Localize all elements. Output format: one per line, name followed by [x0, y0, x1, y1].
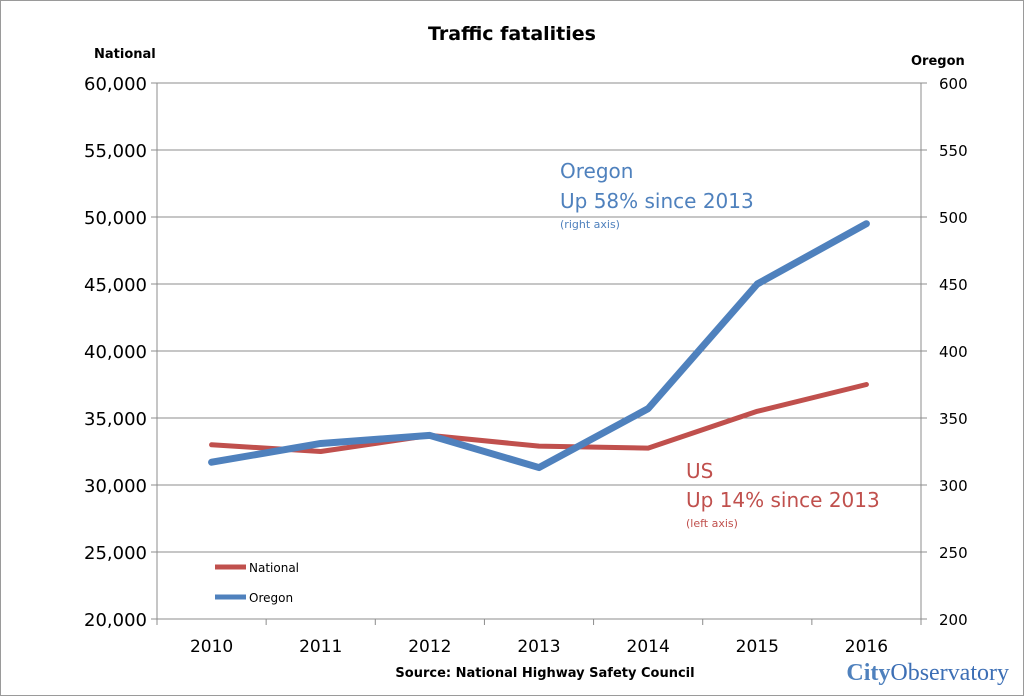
data-point-oregon: [538, 467, 540, 469]
annotation-oregon-line1: Oregon: [560, 159, 633, 183]
x-tick-label: 2010: [190, 637, 233, 657]
right-tick-label: 550: [939, 142, 968, 160]
x-tick-label: 2015: [736, 637, 779, 657]
data-point-oregon: [756, 283, 758, 285]
left-tick-label: 40,000: [84, 342, 147, 363]
gridlines: [157, 82, 921, 620]
chart-title: Traffic fatalities: [428, 23, 596, 45]
data-point-national: [211, 444, 213, 446]
annotation-oregon-note: (right axis): [560, 218, 620, 231]
data-point-oregon: [865, 223, 867, 225]
axes: 20,000 25,000 30,000 35,000 40,000 45,000 50,0…: [84, 74, 968, 657]
right-tick-label: 350: [939, 410, 968, 428]
legend-label-oregon: Oregon: [249, 591, 293, 605]
data-point-oregon: [211, 461, 213, 463]
data-point-oregon: [320, 442, 322, 444]
right-tick-label: 200: [939, 611, 968, 629]
data-point-oregon: [647, 408, 649, 410]
legend: National Oregon: [215, 561, 299, 605]
annotation-oregon: Oregon Up 58% since 2013 (right axis): [560, 159, 754, 231]
x-tick-label: 2013: [517, 637, 560, 657]
annotation-us-note: (left axis): [686, 517, 738, 530]
right-tick-label: 300: [939, 477, 968, 495]
x-tick-label: 2012: [408, 637, 451, 657]
data-point-national: [756, 410, 758, 412]
annotation-us-line2: Up 14% since 2013: [686, 488, 880, 512]
series-line-oregon: [208, 220, 870, 472]
source-note: Source: National Highway Safety Council: [395, 666, 694, 681]
annotation-us-line1: US: [686, 459, 713, 483]
data-point-oregon: [429, 434, 431, 436]
series-lines: [208, 220, 870, 472]
right-tick-label: 600: [939, 75, 968, 93]
data-point-national: [538, 445, 540, 447]
right-axis-label: Oregon: [911, 54, 965, 69]
right-tick-label: 450: [939, 276, 968, 294]
annotation-oregon-line2: Up 58% since 2013: [560, 189, 754, 213]
right-tick-label: 400: [939, 343, 968, 361]
logo-part-city: City: [846, 660, 890, 686]
left-tick-label: 35,000: [84, 409, 147, 430]
legend-label-national: National: [249, 561, 299, 575]
right-tick-label: 250: [939, 544, 968, 562]
data-point-national: [865, 384, 867, 385]
cityobservatory-logo: CityObservatory: [846, 660, 1009, 686]
x-tick-label: 2016: [845, 637, 888, 657]
x-tick-label: 2011: [299, 637, 342, 657]
right-tick-label: 500: [939, 209, 968, 227]
left-tick-label: 60,000: [84, 74, 147, 95]
left-tick-label: 45,000: [84, 275, 147, 296]
left-tick-label: 30,000: [84, 476, 147, 497]
left-tick-label: 20,000: [84, 610, 147, 631]
left-tick-label: 25,000: [84, 543, 147, 564]
left-tick-label: 55,000: [84, 141, 147, 162]
data-point-national: [647, 447, 649, 449]
left-axis-label: National: [94, 47, 156, 62]
annotation-us: US Up 14% since 2013 (left axis): [686, 459, 880, 530]
data-point-national: [320, 451, 322, 452]
x-tick-label: 2014: [627, 637, 670, 657]
logo-part-observatory: Observatory: [890, 660, 1009, 686]
left-tick-label: 50,000: [84, 208, 147, 229]
